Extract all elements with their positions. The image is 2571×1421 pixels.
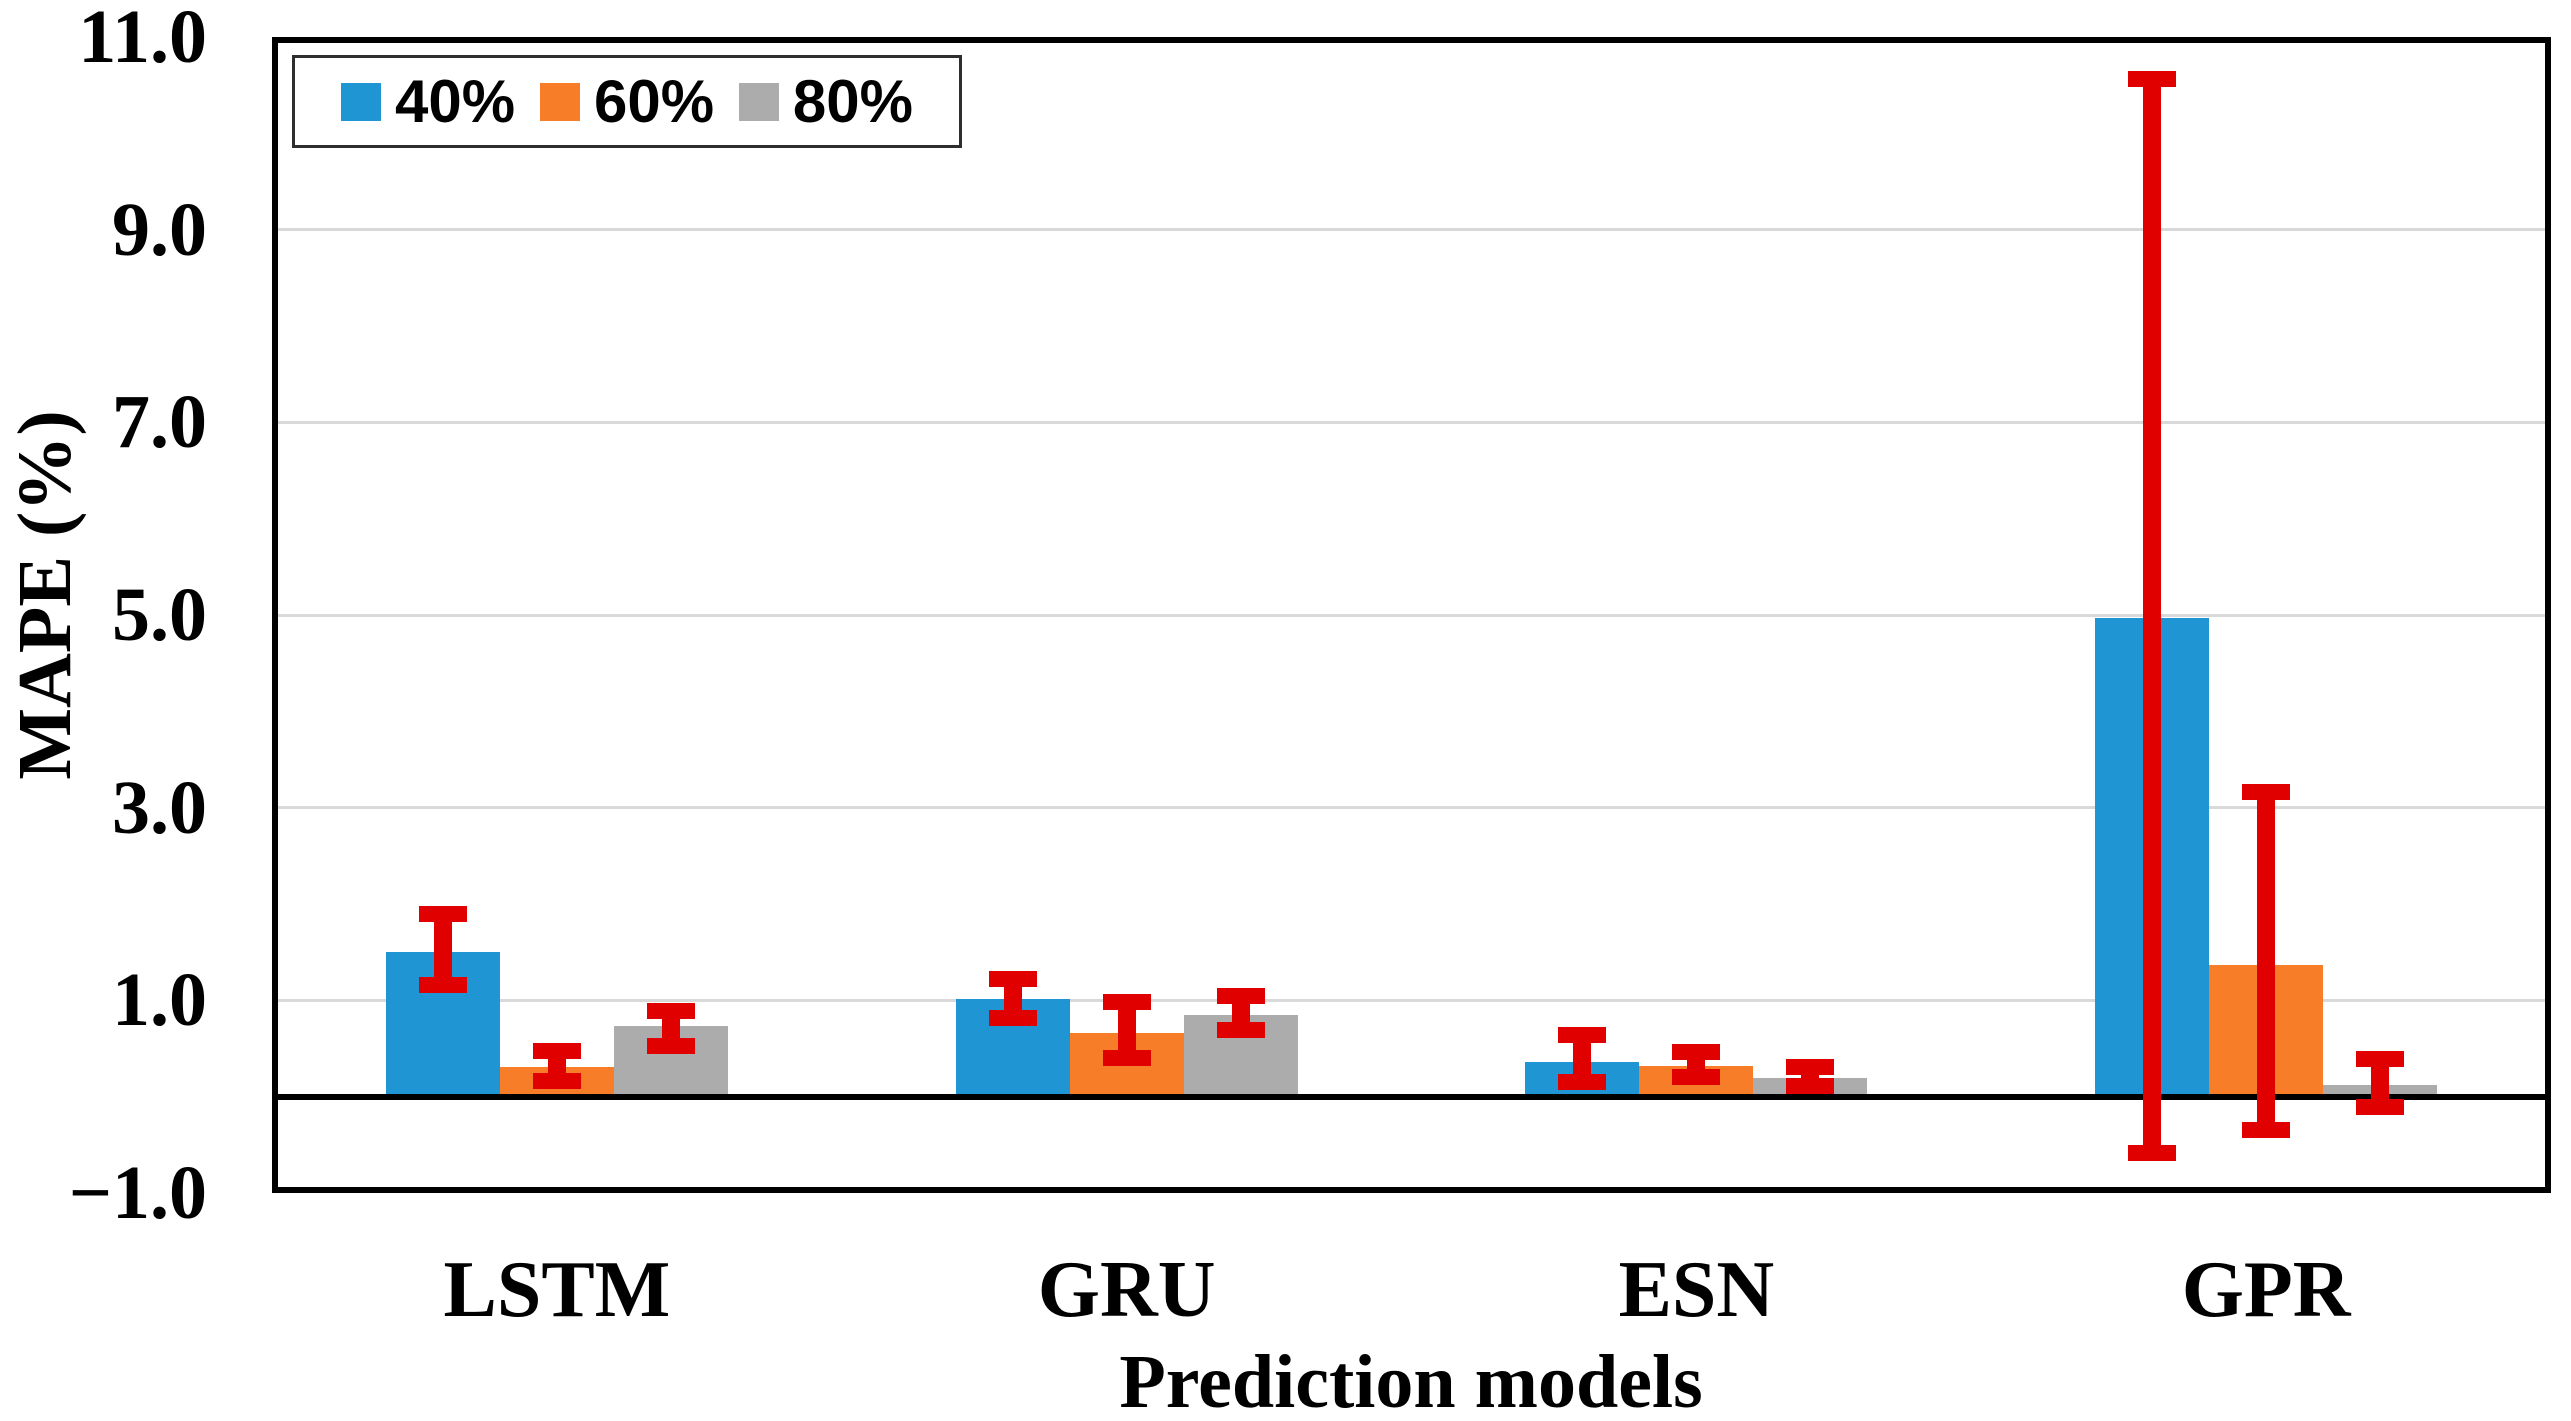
zero-axis-line: [272, 1093, 2551, 1100]
gridline: [272, 420, 2551, 424]
y-tick-3.0: 3.0: [112, 765, 207, 850]
error-bar-cap: [532, 1043, 581, 1060]
error-bar-cap: [1672, 1044, 1721, 1061]
error-bar-cap: [2128, 1144, 2177, 1161]
legend-swatch-40%: [341, 82, 381, 121]
error-bar-cap: [418, 905, 467, 922]
error-bar-cap: [1216, 1022, 1265, 1039]
x-tick-GPR: GPR: [2181, 1246, 2351, 1334]
y-tick-1.0: 1.0: [112, 958, 207, 1043]
gridline: [272, 806, 2551, 810]
error-bar-cap: [1786, 1078, 1835, 1095]
legend-label: 40%: [395, 68, 516, 135]
error-bar-cap: [2356, 1051, 2405, 1068]
error-bar-cap: [1216, 987, 1265, 1004]
error-bar-LSTM-80%: [661, 1010, 680, 1046]
error-bar-cap: [988, 971, 1037, 988]
y-tick-9.0: 9.0: [112, 187, 207, 272]
error-bar-ESN-40%: [1573, 1035, 1592, 1083]
legend: 40% 60% 80%: [292, 55, 962, 148]
legend-entry: 40%: [341, 67, 515, 136]
error-bar-GPR-80%: [2371, 1059, 2390, 1108]
error-bar-cap: [1672, 1069, 1721, 1086]
y-tick-7.0: 7.0: [112, 380, 207, 465]
error-bar-LSTM-40%: [433, 913, 452, 985]
error-bar-cap: [2242, 784, 2291, 801]
error-bar-cap: [418, 976, 467, 993]
x-tick-ESN: ESN: [1618, 1246, 1775, 1334]
error-bar-cap: [1786, 1058, 1835, 1075]
plot-area: 40% 60% 80%: [272, 37, 2551, 1193]
gridline: [272, 998, 2551, 1002]
x-tick-LSTM: LSTM: [443, 1246, 671, 1334]
error-bar-GRU-60%: [1117, 1002, 1136, 1059]
y-tick-−1.0: −1.0: [68, 1151, 207, 1235]
error-bar-cap: [1102, 1050, 1151, 1067]
error-bar-cap: [646, 1037, 695, 1054]
gridline: [272, 228, 2551, 232]
error-bar-cap: [1102, 994, 1151, 1011]
legend-entry: 60%: [539, 67, 715, 136]
legend-swatch-60%: [539, 82, 580, 121]
legend-label: 60%: [593, 68, 715, 135]
y-tick-5.0: 5.0: [112, 573, 207, 657]
error-bar-GRU-80%: [1231, 995, 1250, 1031]
legend-entry: 80%: [738, 67, 913, 136]
legend-label: 80%: [792, 68, 913, 135]
error-bar-GPR-60%: [2257, 792, 2276, 1131]
error-bar-cap: [646, 1002, 695, 1019]
error-bar-cap: [532, 1073, 581, 1090]
x-tick-GRU: GRU: [1037, 1246, 1216, 1334]
error-bar-cap: [988, 1009, 1037, 1026]
error-bar-cap: [2356, 1099, 2405, 1116]
error-bar-cap: [2128, 71, 2177, 88]
error-bar-cap: [1558, 1027, 1607, 1043]
error-bar-GRU-40%: [1003, 979, 1022, 1018]
legend-swatch-80%: [738, 82, 779, 121]
error-bar-GPR-40%: [2143, 79, 2162, 1153]
y-tick-11.0: 11.0: [78, 0, 207, 79]
x-axis-title: Prediction models: [1119, 1340, 1703, 1421]
error-bar-cap: [2242, 1122, 2291, 1139]
gridline: [272, 613, 2551, 617]
error-bar-cap: [1558, 1074, 1607, 1091]
